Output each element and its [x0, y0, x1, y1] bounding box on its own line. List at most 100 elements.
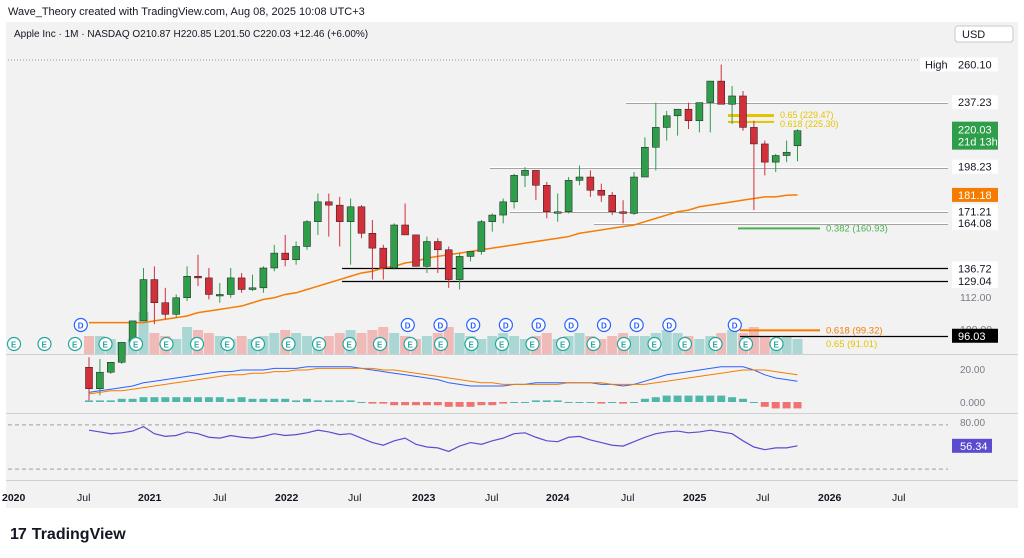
fib-band — [728, 120, 774, 123]
candles — [85, 64, 802, 401]
candle-down — [684, 108, 693, 122]
x-tick-label: Jul — [213, 492, 226, 504]
earnings-marker-icon — [708, 336, 723, 352]
volume-bar — [443, 327, 454, 354]
candle-up — [314, 201, 322, 222]
macd-histogram-bar — [172, 397, 181, 402]
earnings-marker-label: E — [652, 341, 658, 350]
volume-bar — [596, 339, 607, 354]
candle-down — [717, 80, 725, 105]
macd-histogram-bar — [139, 397, 148, 402]
earnings-marker-label: E — [743, 341, 749, 350]
dividend-marker-label: D — [568, 322, 574, 331]
macd-histogram-bar — [313, 400, 322, 402]
candle-down — [281, 252, 289, 260]
earnings-marker-label: E — [225, 341, 231, 350]
level-label — [952, 57, 998, 72]
level-label — [952, 95, 998, 110]
candle-up — [488, 214, 497, 222]
earnings-marker-icon — [37, 336, 52, 352]
macd-histogram-bar — [531, 400, 540, 402]
volume-bar — [629, 336, 639, 354]
x-tick-label: 2025 — [683, 492, 707, 504]
macd-histogram-bar — [412, 402, 420, 406]
dividend-marker-icon — [662, 317, 677, 333]
macd-histogram-bar — [95, 400, 104, 402]
candle-down — [412, 234, 420, 267]
x-tick-label: Jul — [892, 492, 905, 504]
volume-bar — [748, 327, 759, 354]
candle-up — [630, 176, 638, 214]
level-label — [952, 261, 998, 276]
currency-badge[interactable]: USD — [954, 25, 1014, 43]
earnings-marker-icon — [464, 336, 479, 352]
earnings-marker-label: E — [713, 341, 719, 350]
macd-histogram-bar — [204, 397, 213, 402]
macd-histogram-bar — [455, 402, 464, 407]
macd-histogram-bar — [183, 397, 192, 402]
candle-up — [455, 256, 464, 280]
candle-up — [641, 146, 649, 178]
x-tick-label: 2024 — [546, 492, 570, 504]
volume-bar — [302, 336, 312, 354]
dividend-marker-label: D — [503, 322, 509, 331]
macd-histogram-bar — [597, 402, 606, 404]
countdown-text: 21d 13h — [958, 137, 998, 149]
dividend-marker-icon — [727, 317, 742, 333]
macd-histogram-bar — [292, 400, 301, 402]
candle-down — [85, 366, 93, 389]
candle-up — [510, 175, 518, 203]
macd-histogram-bar — [85, 400, 93, 402]
x-tick-label: Jul — [756, 492, 769, 504]
fib-band — [738, 227, 820, 230]
dividend-marker-label: D — [438, 322, 444, 331]
volume-bar — [323, 336, 334, 354]
candle-down — [532, 170, 540, 186]
x-tick-label: Jul — [348, 492, 361, 504]
volume-bar — [487, 336, 498, 354]
candle-down — [543, 185, 551, 213]
volume-bar — [541, 333, 552, 354]
candle-up — [466, 251, 475, 257]
volume-bar — [759, 336, 770, 354]
volume-bar — [291, 333, 302, 354]
candle-up — [499, 201, 507, 216]
candle-up — [793, 130, 802, 147]
candle-down — [368, 233, 377, 249]
dividend-marker-icon — [433, 317, 448, 333]
macd-histogram-bar — [106, 400, 115, 402]
earnings-marker-icon — [647, 336, 662, 352]
dividend-marker-icon — [400, 317, 415, 333]
volume-bar — [509, 336, 520, 354]
candle-up — [553, 211, 562, 214]
candle-down — [325, 201, 333, 206]
earnings-marker-label: E — [774, 341, 780, 350]
earnings-marker-icon — [342, 336, 357, 352]
volume-bar — [236, 336, 247, 354]
volume-bar — [520, 339, 530, 354]
macd-histogram-bar — [651, 397, 660, 402]
macd-histogram-bar — [575, 402, 584, 403]
pane-divider — [6, 354, 1018, 355]
earnings-marker-icon — [6, 336, 22, 352]
ema-polyline — [89, 194, 798, 324]
volume-bar — [334, 333, 345, 354]
macd-histogram-bar — [640, 398, 649, 402]
macd-histogram-bar — [477, 402, 486, 406]
candle-down — [761, 143, 769, 163]
macd-histogram-bar — [215, 397, 224, 402]
tradingview-logo[interactable]: 17 TradingView — [10, 526, 126, 544]
volume-bar — [214, 336, 225, 354]
macd-histogram-bar — [542, 400, 551, 402]
earnings-marker-icon — [220, 336, 235, 352]
macd-histogram-bar — [782, 402, 791, 409]
candle-up — [728, 95, 736, 105]
macd-histogram-bar — [433, 402, 442, 406]
macd-histogram-bar — [739, 398, 747, 402]
volume-bar — [356, 333, 367, 354]
rsi-line — [88, 425, 798, 453]
level-label — [952, 216, 998, 231]
earnings-marker-icon — [67, 336, 83, 352]
level-label — [952, 159, 998, 174]
